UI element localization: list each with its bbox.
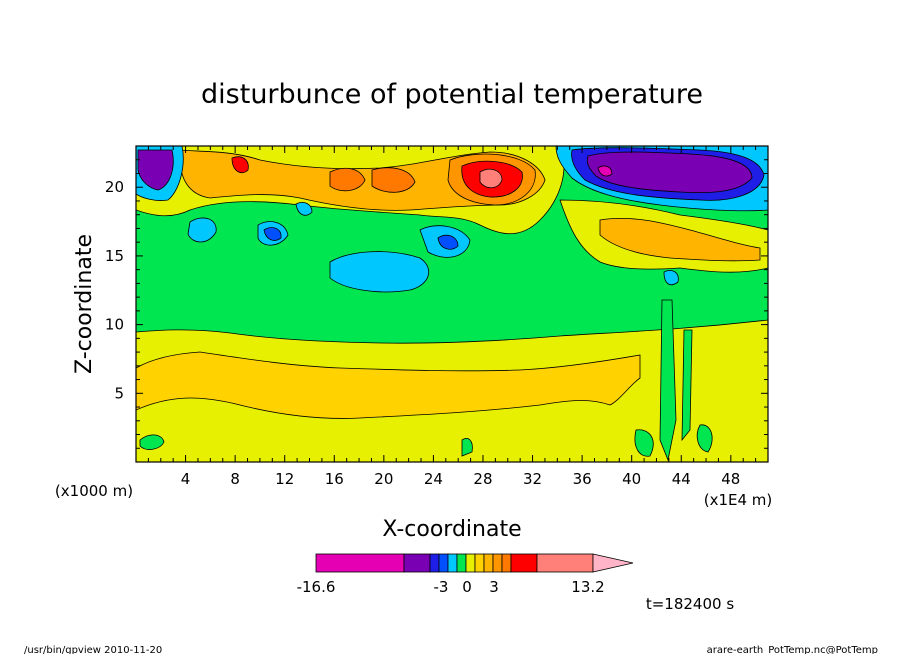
- colorbar-swatch: [474, 553, 485, 573]
- colorbar-swatch: [510, 553, 538, 573]
- colorbar-swatch: [403, 553, 431, 573]
- x-tick-label: 24: [424, 470, 443, 488]
- colorbar-tick-label-2: 0: [462, 578, 472, 596]
- colorbar-tick-label-1: -3: [434, 578, 449, 596]
- contour-blue-core-3: [263, 227, 282, 241]
- contour-patch-low-right: [634, 429, 654, 457]
- x-tick-label: 12: [275, 470, 294, 488]
- colorbar-swatch: [483, 553, 494, 573]
- x-tick-label: 8: [230, 470, 240, 488]
- contour-streak-1: [659, 299, 677, 462]
- contour-red-peak-left: [329, 167, 366, 192]
- y-unit-label: (x1000 m): [55, 482, 133, 500]
- contour-red-peak-small: [231, 156, 249, 174]
- colorbar-swatch: [456, 553, 467, 573]
- colorbar-max-label: 13.2: [571, 578, 604, 596]
- plot-frame: [135, 145, 769, 463]
- contour-band-upper-orange-right: [599, 217, 761, 262]
- y-tick-label: 10: [105, 316, 124, 334]
- y-tick-label: 15: [105, 247, 124, 265]
- colorbar-swatch: [429, 553, 440, 573]
- contour-cyan-blob-1: [329, 251, 430, 293]
- colorbar-arrow: [592, 553, 634, 573]
- contour-pink-peak: [479, 168, 503, 189]
- colorbar-swatch: [492, 553, 503, 573]
- x-axis-label: X-coordinate: [382, 517, 521, 542]
- x-tick-label: 36: [573, 470, 592, 488]
- contour-streak-2: [681, 329, 693, 442]
- time-label: t=182400 s: [646, 595, 734, 613]
- y-axis-label: Z-coordinate: [72, 234, 97, 374]
- contour-patch-low-left: [139, 434, 165, 450]
- chart-title: disturbunce of potential temperature: [201, 79, 703, 110]
- footer-right: arare-earth_PotTemp.nc@PotTemp: [707, 645, 878, 654]
- contour-magenta-core: [597, 165, 613, 177]
- contour-patch-low-mid: [461, 438, 473, 457]
- x-tick-label: 28: [473, 470, 492, 488]
- colorbar-swatch: [447, 553, 458, 573]
- contour-purple-top-left: [137, 149, 174, 191]
- y-axis: 5 10 15 20: [105, 159, 768, 449]
- contour-cyan-blob-5: [295, 202, 313, 216]
- colorbar-swatch: [465, 553, 476, 573]
- y-tick-label: 5: [114, 384, 124, 402]
- footer-left: /usr/bin/gpview 2010-11-20: [24, 645, 162, 654]
- colorbar-min-label: -16.6: [297, 578, 336, 596]
- contour-blue-core-2: [437, 234, 459, 250]
- colorbar: [315, 553, 634, 573]
- x-tick-label: 32: [523, 470, 542, 488]
- x-tick-label: 44: [672, 470, 691, 488]
- contour-band-orange-lower: [136, 351, 641, 419]
- contour-patch-low-right-2: [696, 424, 713, 453]
- contour-purple-top-right: [586, 151, 753, 194]
- x-tick-label: 16: [325, 470, 344, 488]
- x-axis: 4 8 12 16 20 24 28 32 36 40 44 48: [147, 146, 757, 488]
- x-tick-label: 4: [181, 470, 191, 488]
- contour-cyan-blob-4: [187, 217, 217, 243]
- colorbar-swatch: [536, 553, 594, 573]
- x-tick-label: 20: [374, 470, 393, 488]
- y-tick-label: 20: [105, 178, 124, 196]
- colorbar-swatch: [438, 553, 449, 573]
- x-tick-label: 40: [622, 470, 641, 488]
- plot-area: [136, 146, 768, 462]
- colorbar-tick-label-3: 3: [489, 578, 499, 596]
- x-unit-label: (x1E4 m): [704, 491, 773, 509]
- contour-cyan-small-right: [663, 270, 679, 286]
- colorbar-swatch: [501, 553, 512, 573]
- contour-red-peak-mid: [371, 167, 416, 193]
- colorbar-swatch: [315, 553, 405, 573]
- x-tick-label: 48: [721, 470, 740, 488]
